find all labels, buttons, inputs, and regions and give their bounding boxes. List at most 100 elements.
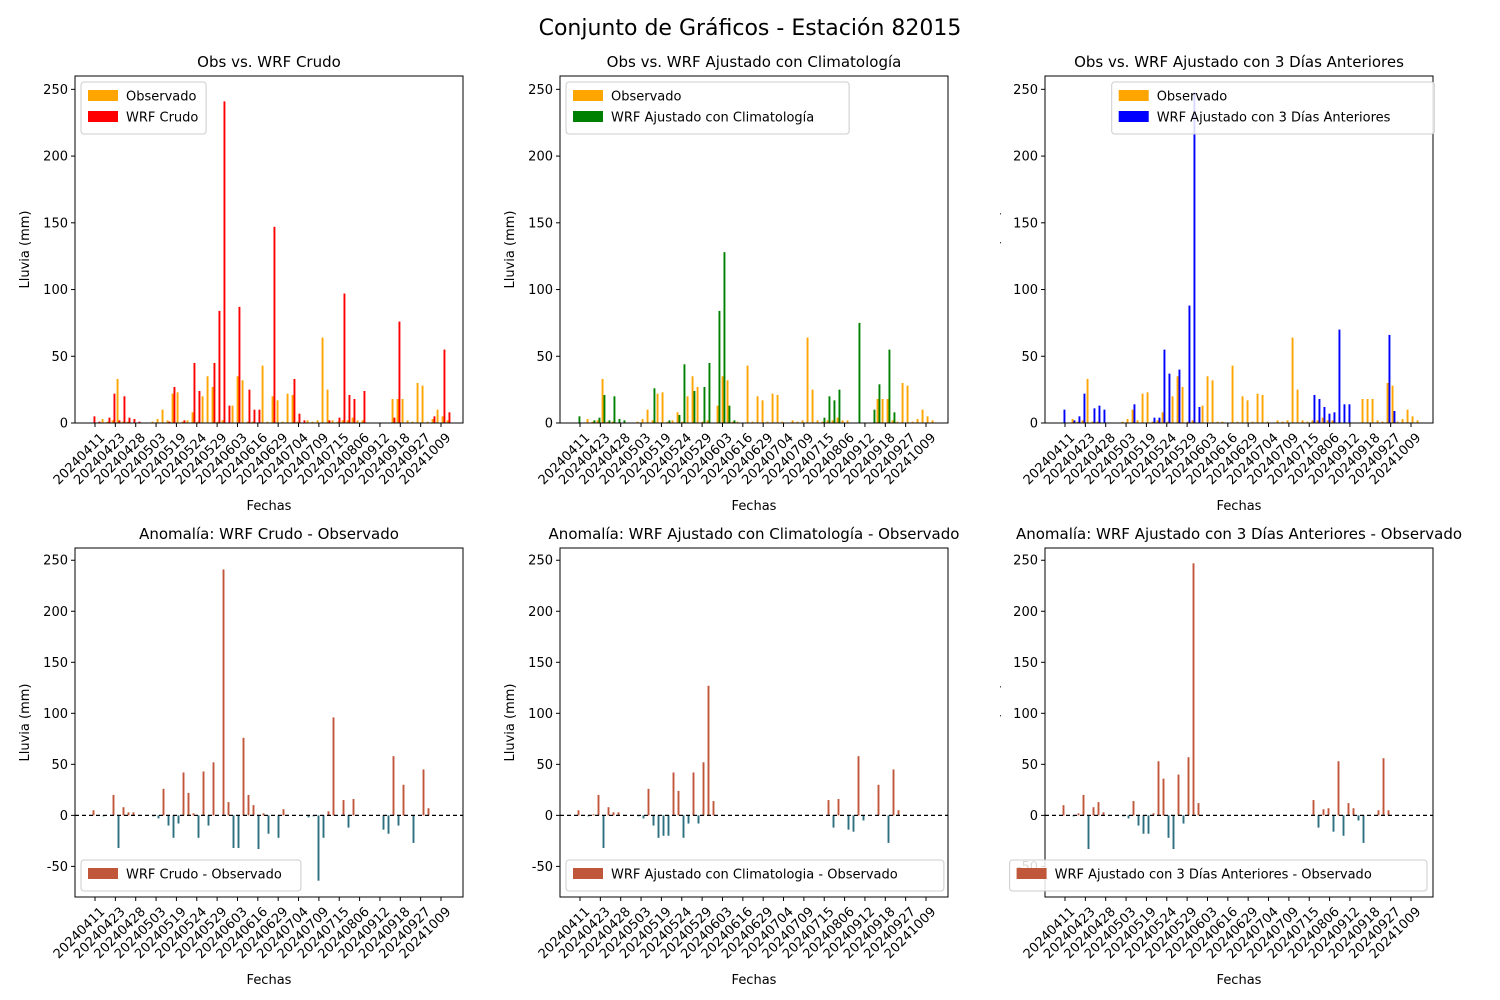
bar-series2: [733, 420, 736, 423]
bar-series1: [436, 409, 439, 423]
bar-series1: [1171, 396, 1174, 423]
bar-series1: [1241, 396, 1244, 423]
bar-series1: [1236, 421, 1239, 423]
bar-series2: [123, 396, 126, 423]
bar-series1: [826, 420, 829, 423]
bar-series1: [831, 420, 834, 423]
bar-series2: [668, 420, 671, 423]
bar-series1: [606, 421, 609, 423]
bar-series1: [776, 394, 779, 423]
y-axis-label: Lluvia (mm): [503, 684, 518, 762]
bar-series1: [101, 419, 104, 423]
bar-series1: [617, 812, 620, 816]
bar-series1: [346, 420, 349, 423]
bar-series1: [92, 810, 95, 816]
bar-series2: [213, 362, 216, 423]
y-tick-label: 200: [43, 150, 68, 165]
bar-series1: [306, 420, 309, 423]
chart-anomalia-wrf-crudo: Anomalía: WRF Crudo - Observado -50 0 50 100…: [18, 525, 464, 988]
bar-series2: [258, 409, 261, 423]
bar-series1: [116, 378, 119, 423]
bar-series1: [746, 365, 749, 423]
bar-series1: [412, 815, 415, 843]
bar-series1: [1076, 421, 1079, 423]
bar-series1: [307, 815, 310, 818]
bar-series1: [261, 365, 264, 423]
bar-series2: [833, 400, 836, 423]
y-tick-label: 100: [528, 283, 553, 298]
y-tick-label: 150: [43, 656, 68, 671]
bar-series1: [1362, 815, 1365, 843]
bar-series2: [873, 409, 876, 423]
bar-series1: [1151, 421, 1154, 423]
bar-series1: [692, 772, 695, 816]
bar-series1: [182, 772, 185, 816]
bar-series1: [296, 421, 299, 423]
bar-series1: [891, 420, 894, 423]
bar-series2: [1178, 369, 1181, 423]
bar-series1: [1301, 420, 1304, 423]
bar-series1: [1166, 421, 1169, 423]
bar-series1: [347, 815, 350, 828]
bar-series2: [718, 310, 721, 423]
bar-series1: [1406, 409, 1409, 423]
bar-series2: [1313, 394, 1316, 423]
bar-series1: [877, 784, 880, 816]
bar-series1: [791, 420, 794, 423]
legend-label: Observado: [126, 90, 197, 105]
bar-series1: [1337, 761, 1340, 816]
bar-series2: [693, 390, 696, 423]
bar-series1: [402, 784, 405, 816]
bar-series1: [326, 389, 329, 423]
bar-series1: [121, 421, 124, 423]
bar-series1: [1071, 419, 1074, 423]
bar-series1: [597, 794, 600, 816]
y-tick-label: 100: [43, 707, 68, 722]
bar-series1: [1321, 417, 1324, 423]
bar-series1: [1206, 376, 1209, 423]
bar-series1: [156, 419, 159, 423]
bar-series1: [1342, 815, 1345, 836]
legend-box: [1111, 81, 1435, 135]
bar-series1: [811, 389, 814, 423]
bar-series2: [1168, 373, 1171, 423]
chart-title: Anomalía: WRF Ajustado con Climatología …: [549, 525, 960, 543]
y-tick-label: 0: [60, 809, 68, 824]
bar-series1: [382, 815, 385, 830]
bar-series1: [736, 421, 739, 423]
legend-box: [565, 81, 850, 135]
bar-series2: [1343, 404, 1346, 423]
bar-series2: [878, 384, 881, 423]
bar-series1: [227, 802, 230, 816]
bar-series2: [1198, 406, 1201, 423]
y-tick-label: 150: [528, 656, 553, 671]
bar-series2: [653, 388, 656, 423]
bar-series1: [577, 810, 580, 816]
bar-series1: [1152, 813, 1155, 816]
bar-series1: [641, 419, 644, 423]
bar-series2: [298, 413, 301, 423]
bar-series1: [691, 376, 694, 423]
bar-series1: [852, 815, 855, 832]
bar-series1: [672, 772, 675, 816]
bar-series1: [127, 812, 130, 816]
bar-series1: [1322, 809, 1325, 816]
bar-series1: [1246, 400, 1249, 423]
bar-series2: [1388, 334, 1391, 423]
bar-series1: [341, 420, 344, 423]
bar-series1: [311, 421, 314, 423]
bar-series2: [1318, 398, 1321, 423]
y-tick-label: 0: [545, 809, 553, 824]
bar-series1: [1141, 393, 1144, 423]
bar-series1: [1296, 389, 1299, 423]
bar-series1: [1317, 815, 1320, 828]
bar-series1: [172, 815, 175, 838]
bar-series1: [186, 420, 189, 423]
bar-series1: [881, 398, 884, 423]
bar-series2: [1103, 409, 1106, 423]
y-tick-label: 0: [545, 417, 553, 432]
bar-series1: [1097, 802, 1100, 816]
bar-series1: [701, 421, 704, 423]
bar-series1: [1221, 421, 1224, 423]
bar-series1: [1186, 421, 1189, 423]
